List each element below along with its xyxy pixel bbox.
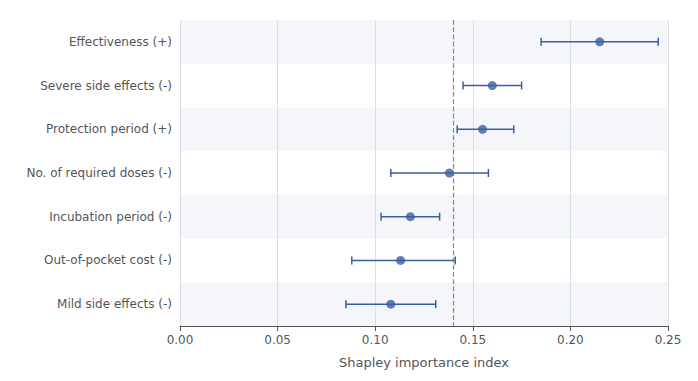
svg-text:Effectiveness (+): Effectiveness (+) [69,35,172,49]
svg-text:Shapley importance index: Shapley importance index [339,355,509,370]
svg-text:Out-of-pocket cost (-): Out-of-pocket cost (-) [44,253,172,267]
svg-text:No. of required doses (-): No. of required doses (-) [26,166,172,180]
svg-text:Mild side effects (-): Mild side effects (-) [57,297,172,311]
svg-text:0.20: 0.20 [557,333,584,347]
svg-text:Severe side effects (-): Severe side effects (-) [40,79,172,93]
svg-text:Protection period (+): Protection period (+) [46,122,172,136]
svg-text:Incubation period (-): Incubation period (-) [49,210,172,224]
svg-text:0.10: 0.10 [362,333,389,347]
svg-text:0.25: 0.25 [655,333,682,347]
svg-text:0.15: 0.15 [459,333,486,347]
svg-text:0.05: 0.05 [264,333,291,347]
svg-text:0.00: 0.00 [167,333,194,347]
